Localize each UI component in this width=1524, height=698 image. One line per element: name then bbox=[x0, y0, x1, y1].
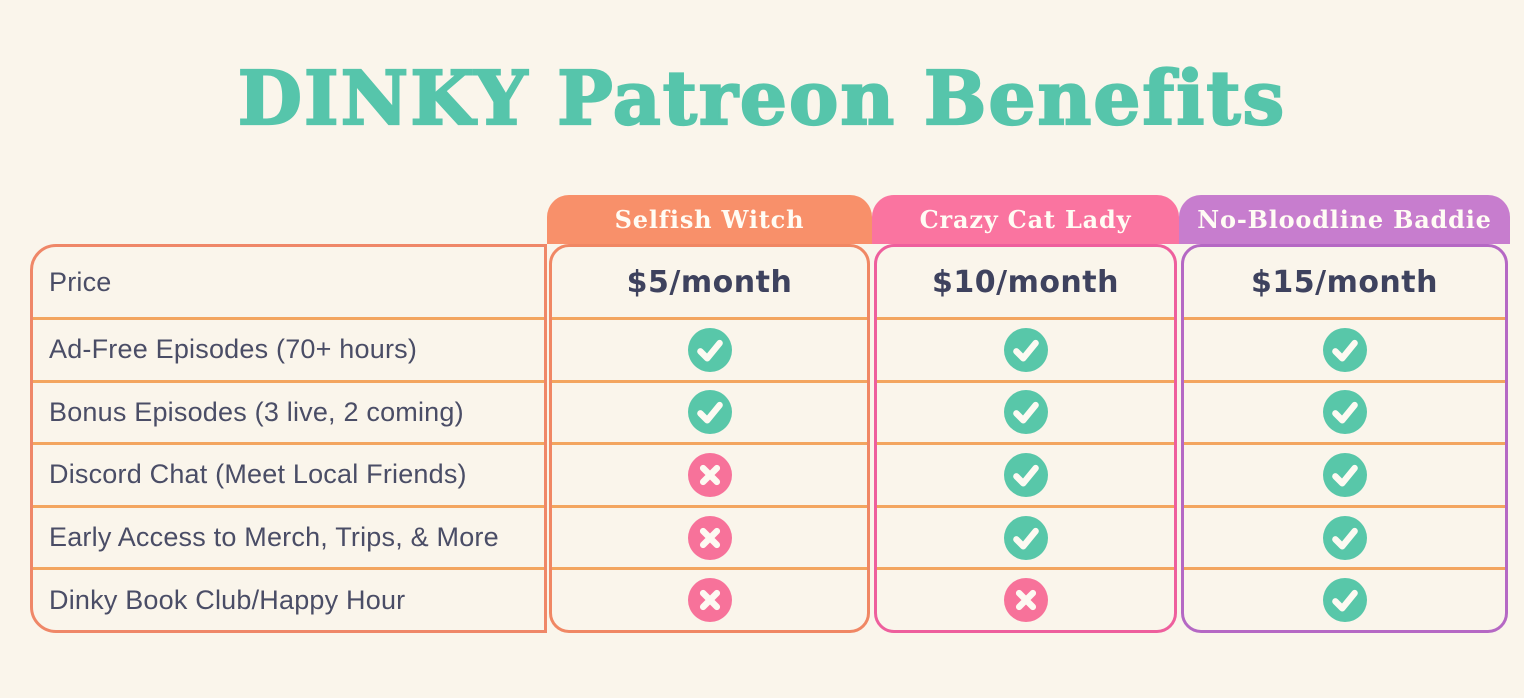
tier-body: $5/month bbox=[549, 244, 870, 633]
tier-header-tab: Selfish Witch bbox=[547, 195, 872, 244]
benefits-label-column: Price Ad-Free Episodes (70+ hours) Bonus E… bbox=[30, 244, 547, 633]
check-icon bbox=[1322, 327, 1367, 372]
check-icon bbox=[1322, 578, 1367, 623]
benefit-row-label: Bonus Episodes (3 live, 2 coming) bbox=[33, 379, 544, 443]
cross-icon bbox=[1003, 578, 1048, 623]
cross-icon bbox=[687, 515, 732, 560]
price-row-label: Price bbox=[49, 266, 112, 297]
benefit-included-cell bbox=[552, 317, 867, 380]
check-icon bbox=[1003, 327, 1048, 372]
benefit-row-label: Dinky Book Club/Happy Hour bbox=[33, 567, 544, 630]
benefit-row-label: Early Access to Merch, Trips, & More bbox=[33, 504, 544, 568]
benefit-row-label: Ad-Free Episodes (70+ hours) bbox=[33, 317, 544, 380]
benefit-included-cell bbox=[1184, 567, 1505, 630]
benefit-included-cell bbox=[1184, 504, 1505, 568]
tier-column: Crazy Cat Lady $10/month bbox=[872, 195, 1179, 633]
tier-header-tab: No-Bloodline Baddie bbox=[1179, 195, 1510, 244]
tier-price: $10/month bbox=[931, 264, 1119, 300]
benefit-row-label: Discord Chat (Meet Local Friends) bbox=[33, 442, 544, 505]
check-icon bbox=[687, 390, 732, 435]
tier-body: $15/month bbox=[1181, 244, 1508, 633]
benefit-excluded-cell bbox=[552, 442, 867, 505]
check-icon bbox=[1322, 452, 1367, 497]
tier-price: $15/month bbox=[1250, 264, 1438, 300]
benefit-excluded-cell bbox=[877, 567, 1174, 630]
check-icon bbox=[1003, 390, 1048, 435]
benefit-included-cell bbox=[877, 317, 1174, 380]
benefits-table: Price Ad-Free Episodes (70+ hours) Bonus E… bbox=[30, 195, 1510, 633]
benefit-included-cell bbox=[877, 504, 1174, 568]
check-icon bbox=[1003, 452, 1048, 497]
benefit-included-cell bbox=[877, 379, 1174, 443]
check-icon bbox=[1322, 390, 1367, 435]
benefit-included-cell bbox=[1184, 317, 1505, 380]
benefit-included-cell bbox=[1184, 379, 1505, 443]
benefit-included-cell bbox=[552, 379, 867, 443]
tier-header-tab: Crazy Cat Lady bbox=[872, 195, 1179, 244]
check-icon bbox=[687, 327, 732, 372]
cross-icon bbox=[687, 578, 732, 623]
tier-body: $10/month bbox=[874, 244, 1177, 633]
tier-column: No-Bloodline Baddie $15/month bbox=[1179, 195, 1510, 633]
benefit-excluded-cell bbox=[552, 504, 867, 568]
check-icon bbox=[1322, 515, 1367, 560]
check-icon bbox=[1003, 515, 1048, 560]
tier-price: $5/month bbox=[626, 264, 793, 300]
page-title: DINKY Patreon Benefits bbox=[237, 55, 1287, 143]
benefit-excluded-cell bbox=[552, 567, 867, 630]
benefit-included-cell bbox=[1184, 442, 1505, 505]
benefit-included-cell bbox=[877, 442, 1174, 505]
tier-column: Selfish Witch $5/month bbox=[547, 195, 872, 633]
cross-icon bbox=[687, 452, 732, 497]
